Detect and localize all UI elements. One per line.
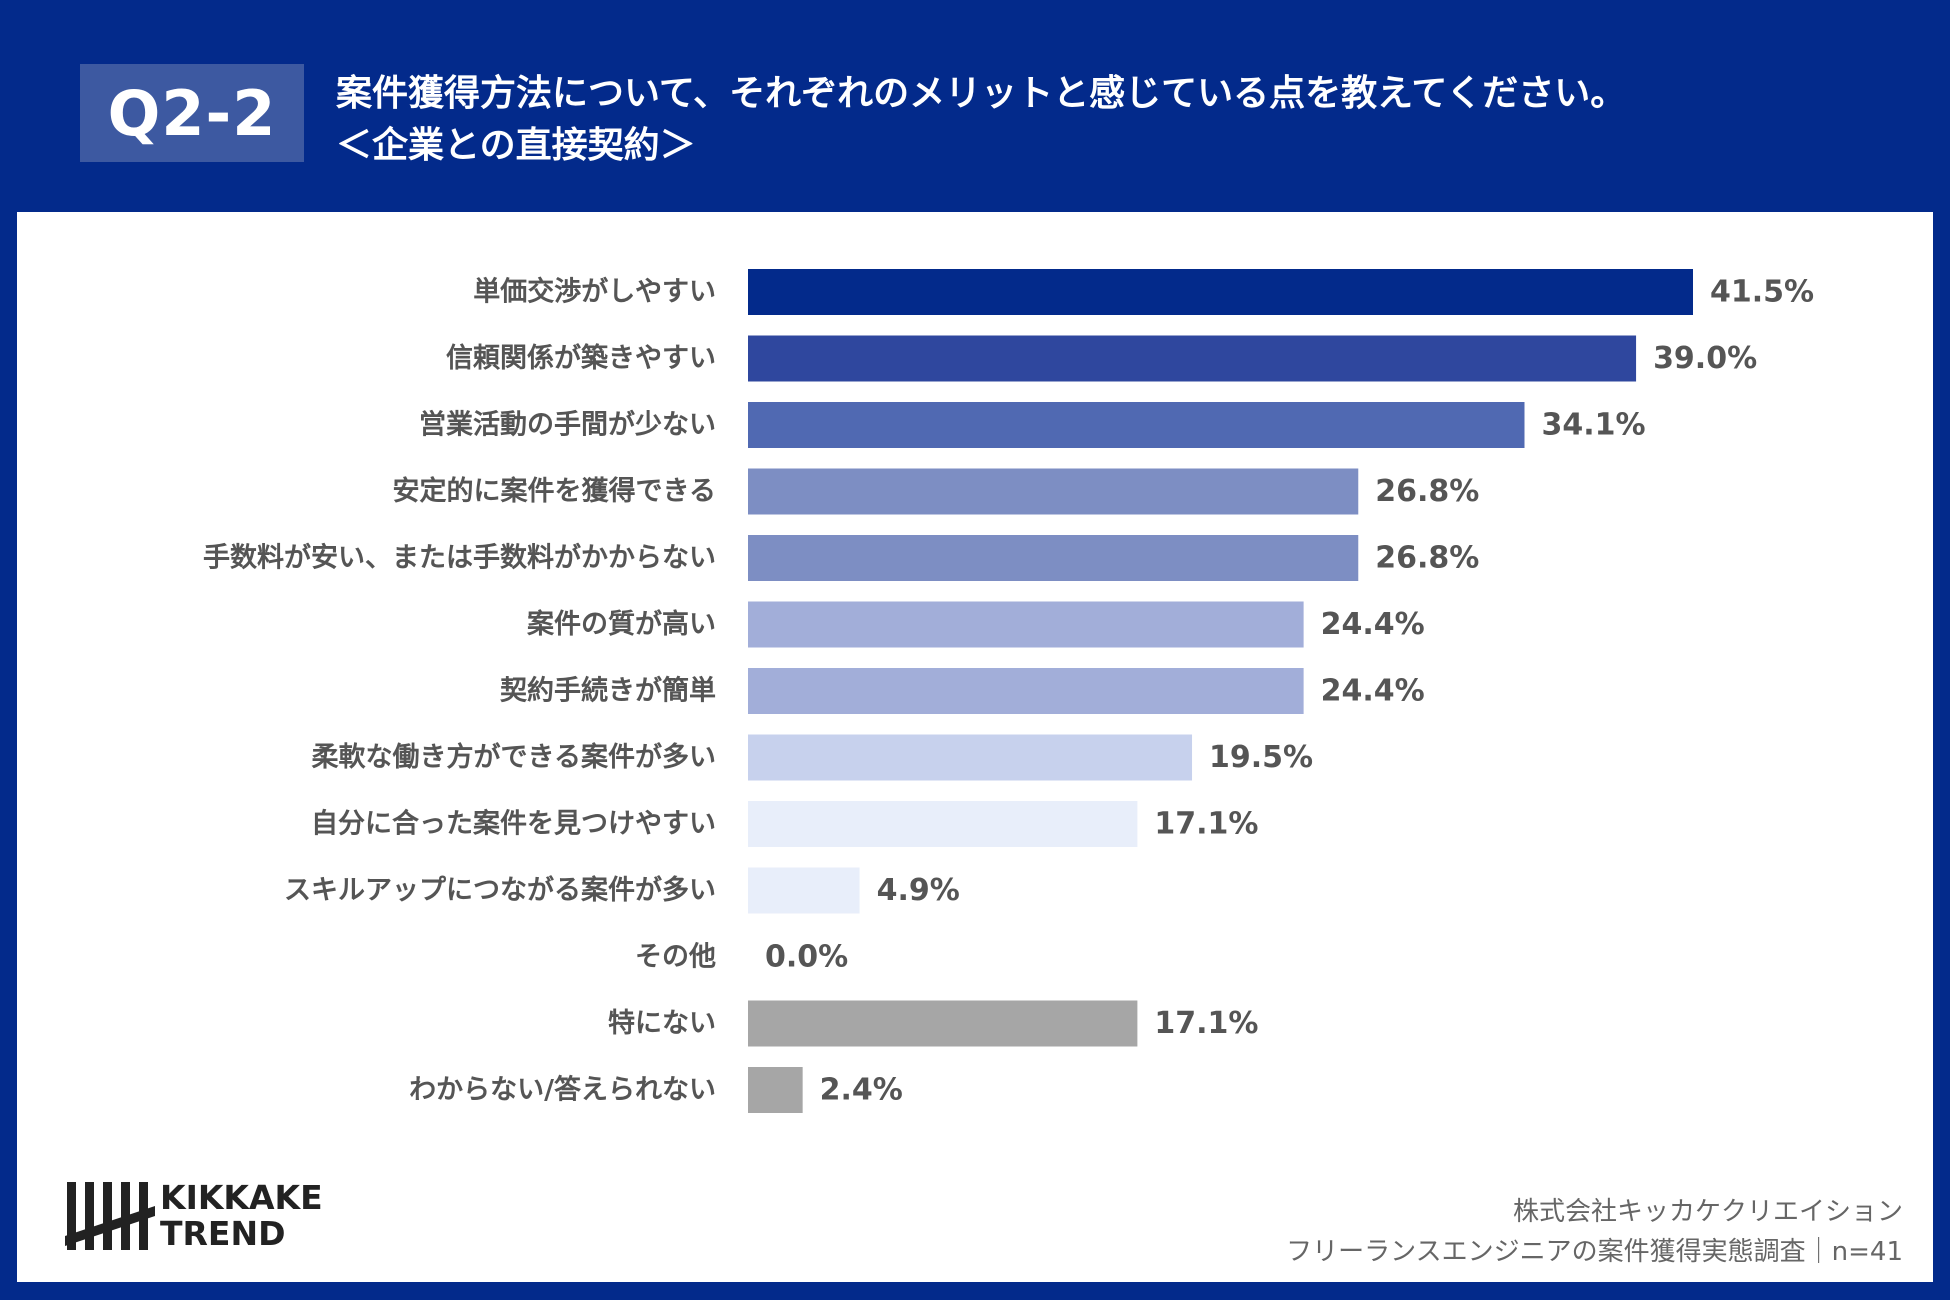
value-label: 26.8% bbox=[1375, 474, 1479, 509]
category-label: 柔軟な働き方ができる案件が多い bbox=[312, 741, 716, 773]
logo-bars-icon bbox=[65, 1182, 155, 1250]
bar bbox=[748, 601, 1304, 648]
question-title-line2: ＜企業との直接契約＞ bbox=[336, 125, 696, 166]
bar bbox=[748, 468, 1359, 515]
bar bbox=[748, 269, 1693, 315]
value-label: 2.4% bbox=[820, 1073, 903, 1108]
source-survey: フリーランスエンジニアの案件獲得実態調査｜n=41 bbox=[1286, 1237, 1903, 1267]
category-label: 特にない bbox=[608, 1008, 716, 1039]
category-label: 単価交渉がしやすい bbox=[473, 276, 716, 308]
logo-text: KIKKAKE TREND bbox=[160, 1180, 323, 1252]
chart-card: 単価交渉がしやすい 41.5% 信頼関係が築きやすい 39.0% 営業活動の手間が少ない… bbox=[17, 212, 1933, 1282]
value-label: 19.5% bbox=[1209, 740, 1313, 775]
category-label: 案件の質が高い bbox=[526, 608, 716, 640]
bar bbox=[748, 1067, 803, 1113]
question-badge: Q2-2 bbox=[80, 64, 304, 162]
bar bbox=[748, 335, 1637, 382]
bar bbox=[748, 668, 1304, 714]
value-label: 24.4% bbox=[1321, 674, 1425, 709]
category-label: 契約手続きが簡単 bbox=[500, 675, 716, 707]
category-label: 手数料が安い、または手数料がかからない bbox=[203, 542, 716, 574]
category-label: 信頼関係が築きやすい bbox=[446, 342, 716, 374]
bar bbox=[748, 734, 1193, 781]
category-label: 自分に合った案件を見つけやすい bbox=[311, 808, 716, 840]
category-label: わからない/答えられない bbox=[409, 1074, 716, 1106]
category-label: 安定的に案件を獲得できる bbox=[393, 475, 716, 507]
category-label: スキルアップにつながる案件が多い bbox=[284, 874, 716, 906]
value-label: 39.0% bbox=[1653, 341, 1757, 376]
question-title: 案件獲得方法について、それぞれのメリットと感じている点を教えてください。 ＜企業… bbox=[336, 68, 1896, 172]
bar bbox=[748, 1000, 1138, 1047]
value-label: 34.1% bbox=[1541, 408, 1645, 443]
source-company: 株式会社キッカケクリエイション bbox=[1512, 1197, 1903, 1227]
value-label: 24.4% bbox=[1321, 607, 1425, 642]
logo-line1: KIKKAKE bbox=[160, 1178, 323, 1217]
bar bbox=[748, 867, 860, 914]
bar-chart: 単価交渉がしやすい 41.5% 信頼関係が築きやすい 39.0% 営業活動の手間が少ない… bbox=[203, 269, 1814, 1113]
kikkake-trend-logo: KIKKAKE TREND bbox=[47, 1172, 337, 1252]
value-label: 4.9% bbox=[877, 873, 960, 908]
question-title-line1: 案件獲得方法について、それぞれのメリットと感じている点を教えてください。 bbox=[336, 73, 1627, 114]
category-label: 営業活動の手間が少ない bbox=[419, 409, 716, 441]
logo-line2: TREND bbox=[160, 1214, 286, 1253]
value-label: 0.0% bbox=[765, 940, 848, 975]
bar bbox=[748, 402, 1525, 448]
value-label: 17.1% bbox=[1154, 807, 1258, 842]
bar bbox=[748, 801, 1138, 847]
value-label: 17.1% bbox=[1154, 1006, 1258, 1041]
header: Q2-2 案件獲得方法について、それぞれのメリットと感じている点を教えてください… bbox=[0, 0, 1950, 210]
value-label: 26.8% bbox=[1375, 541, 1479, 576]
source-note: 株式会社キッカケクリエイション フリーランスエンジニアの案件獲得実態調査｜n=4… bbox=[1286, 1192, 1903, 1272]
category-label: その他 bbox=[635, 942, 716, 973]
bar bbox=[748, 535, 1359, 581]
value-label: 41.5% bbox=[1710, 275, 1814, 310]
